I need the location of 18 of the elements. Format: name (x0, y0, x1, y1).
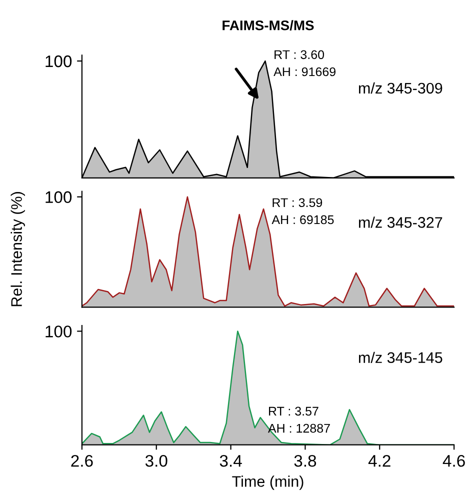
x-tick-label: 4.6 (442, 454, 465, 467)
y-axis-title: Rel. Intensity (%) (10, 192, 25, 306)
text: 100 (46, 191, 72, 204)
x-tick-label: 3.8 (294, 454, 316, 467)
annotation: m/z 345-309 (358, 82, 442, 94)
chart-title: FAIMS-MS/MS (222, 20, 314, 30)
annotation: m/z 345-327 (358, 216, 442, 228)
annotation: m/z 345-145 (358, 352, 442, 364)
annotation: RT : 3.59 AH : 69185 (272, 198, 334, 224)
x-tick-label: 3.4 (220, 454, 242, 467)
x-tick-label: 2.6 (71, 454, 93, 467)
x-tick-label: 3.0 (145, 454, 168, 467)
text: 100 (46, 326, 72, 338)
x-axis-title: Time (min) (232, 476, 304, 490)
annotation: RT : 3.57 AH : 12887 (268, 406, 330, 433)
text: 100 (46, 55, 72, 68)
x-tick-label: 4.2 (368, 454, 390, 467)
annotation: RT : 3.60 AH : 91669 (274, 50, 336, 76)
